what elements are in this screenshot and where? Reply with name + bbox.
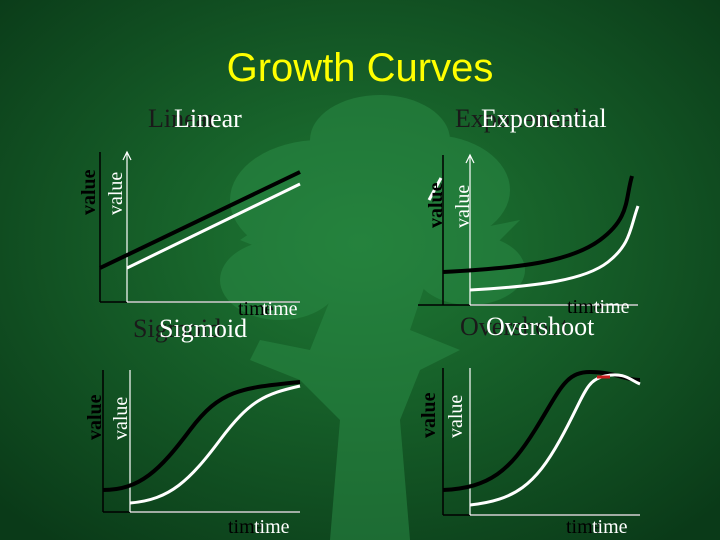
sigmoid-curve-dark <box>102 380 301 492</box>
linear-ylabel-light: value <box>105 171 127 215</box>
exponential-xlabel-dark: time <box>567 296 603 318</box>
overshoot-chart <box>442 368 641 516</box>
sigmoid-heading: Sigmoid Sigmoid <box>133 314 248 343</box>
exponential-ylabel-dark: value <box>425 182 447 228</box>
overshoot-ylabel-dark: value <box>418 392 440 438</box>
linear-curve-dark <box>99 170 301 270</box>
linear-heading: Linear Linear <box>148 104 242 133</box>
exponential-curve-dark <box>442 175 634 274</box>
sigmoid-xlabel-dark: time <box>228 516 264 538</box>
linear-curve-light <box>126 182 301 270</box>
page-title: Growth Curves <box>226 46 494 90</box>
sigmoid-xlabel-light: time <box>254 516 290 538</box>
overshoot-xlabel-dark: time <box>566 516 602 538</box>
exponential-chart <box>418 153 640 306</box>
sigmoid-chart <box>102 370 301 513</box>
linear-ylabel-dark: value <box>78 169 100 215</box>
linear-xlabel-light: time <box>262 298 298 320</box>
linear-chart <box>99 150 301 303</box>
exponential-ylabel-light: value <box>452 184 474 228</box>
overshoot-ylabel-light: value <box>445 394 467 438</box>
exponential-xlabel-light: time <box>594 296 630 318</box>
overshoot-curve-light <box>469 373 641 507</box>
sigmoid-ylabel-dark: value <box>84 394 106 440</box>
sigmoid-curve-light <box>129 384 301 505</box>
exponential-heading: Exponential Exponential <box>455 104 607 133</box>
linear-xlabel-dark: time <box>238 298 274 320</box>
sigmoid-ylabel-light: value <box>110 396 132 440</box>
overshoot-heading: Overshoot Overshoot <box>460 312 595 341</box>
exponential-curve-light <box>469 205 640 292</box>
overshoot-xlabel-light: time <box>592 516 628 538</box>
